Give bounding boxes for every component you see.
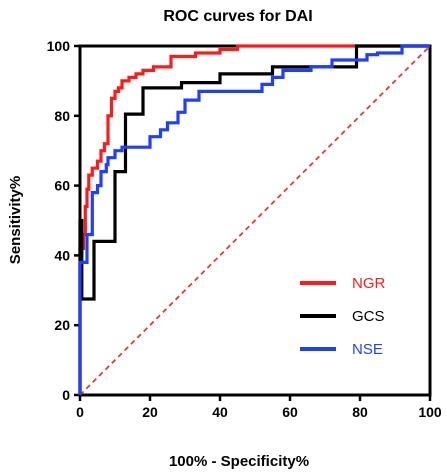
legend-label-gcs: GCS (352, 308, 385, 325)
y-tick-label-0: 0 (62, 387, 70, 403)
plot-area: 0 20 40 60 80 100 0 20 40 60 80 100 (47, 38, 442, 420)
legend: NGR GCS NSE (300, 275, 386, 358)
legend-label-ngr: NGR (352, 275, 386, 292)
x-tick-label-80: 80 (352, 404, 368, 420)
chart-title: ROC curves for DAI (163, 8, 312, 25)
y-tick-label-20: 20 (54, 317, 70, 333)
x-tick-label-40: 40 (212, 404, 228, 420)
reference-diagonal-line (79, 45, 431, 396)
series-line-gcs (78, 44, 430, 395)
x-tick-label-60: 60 (282, 404, 298, 420)
y-tick-label-40: 40 (54, 247, 70, 263)
series-line-ngr (78, 44, 430, 395)
x-tick-label-20: 20 (142, 404, 158, 420)
legend-label-nse: NSE (352, 341, 383, 358)
y-tick-label-80: 80 (54, 108, 70, 124)
y-axis-label: Sensitivity% (7, 176, 24, 264)
x-tick-label-0: 0 (76, 404, 84, 420)
series-line-nse (78, 44, 430, 395)
y-tick-label-100: 100 (47, 38, 71, 54)
y-tick-label-60: 60 (54, 178, 70, 194)
x-axis-label: 100% - Specificity% (169, 453, 309, 470)
x-tick-label-100: 100 (418, 404, 442, 420)
